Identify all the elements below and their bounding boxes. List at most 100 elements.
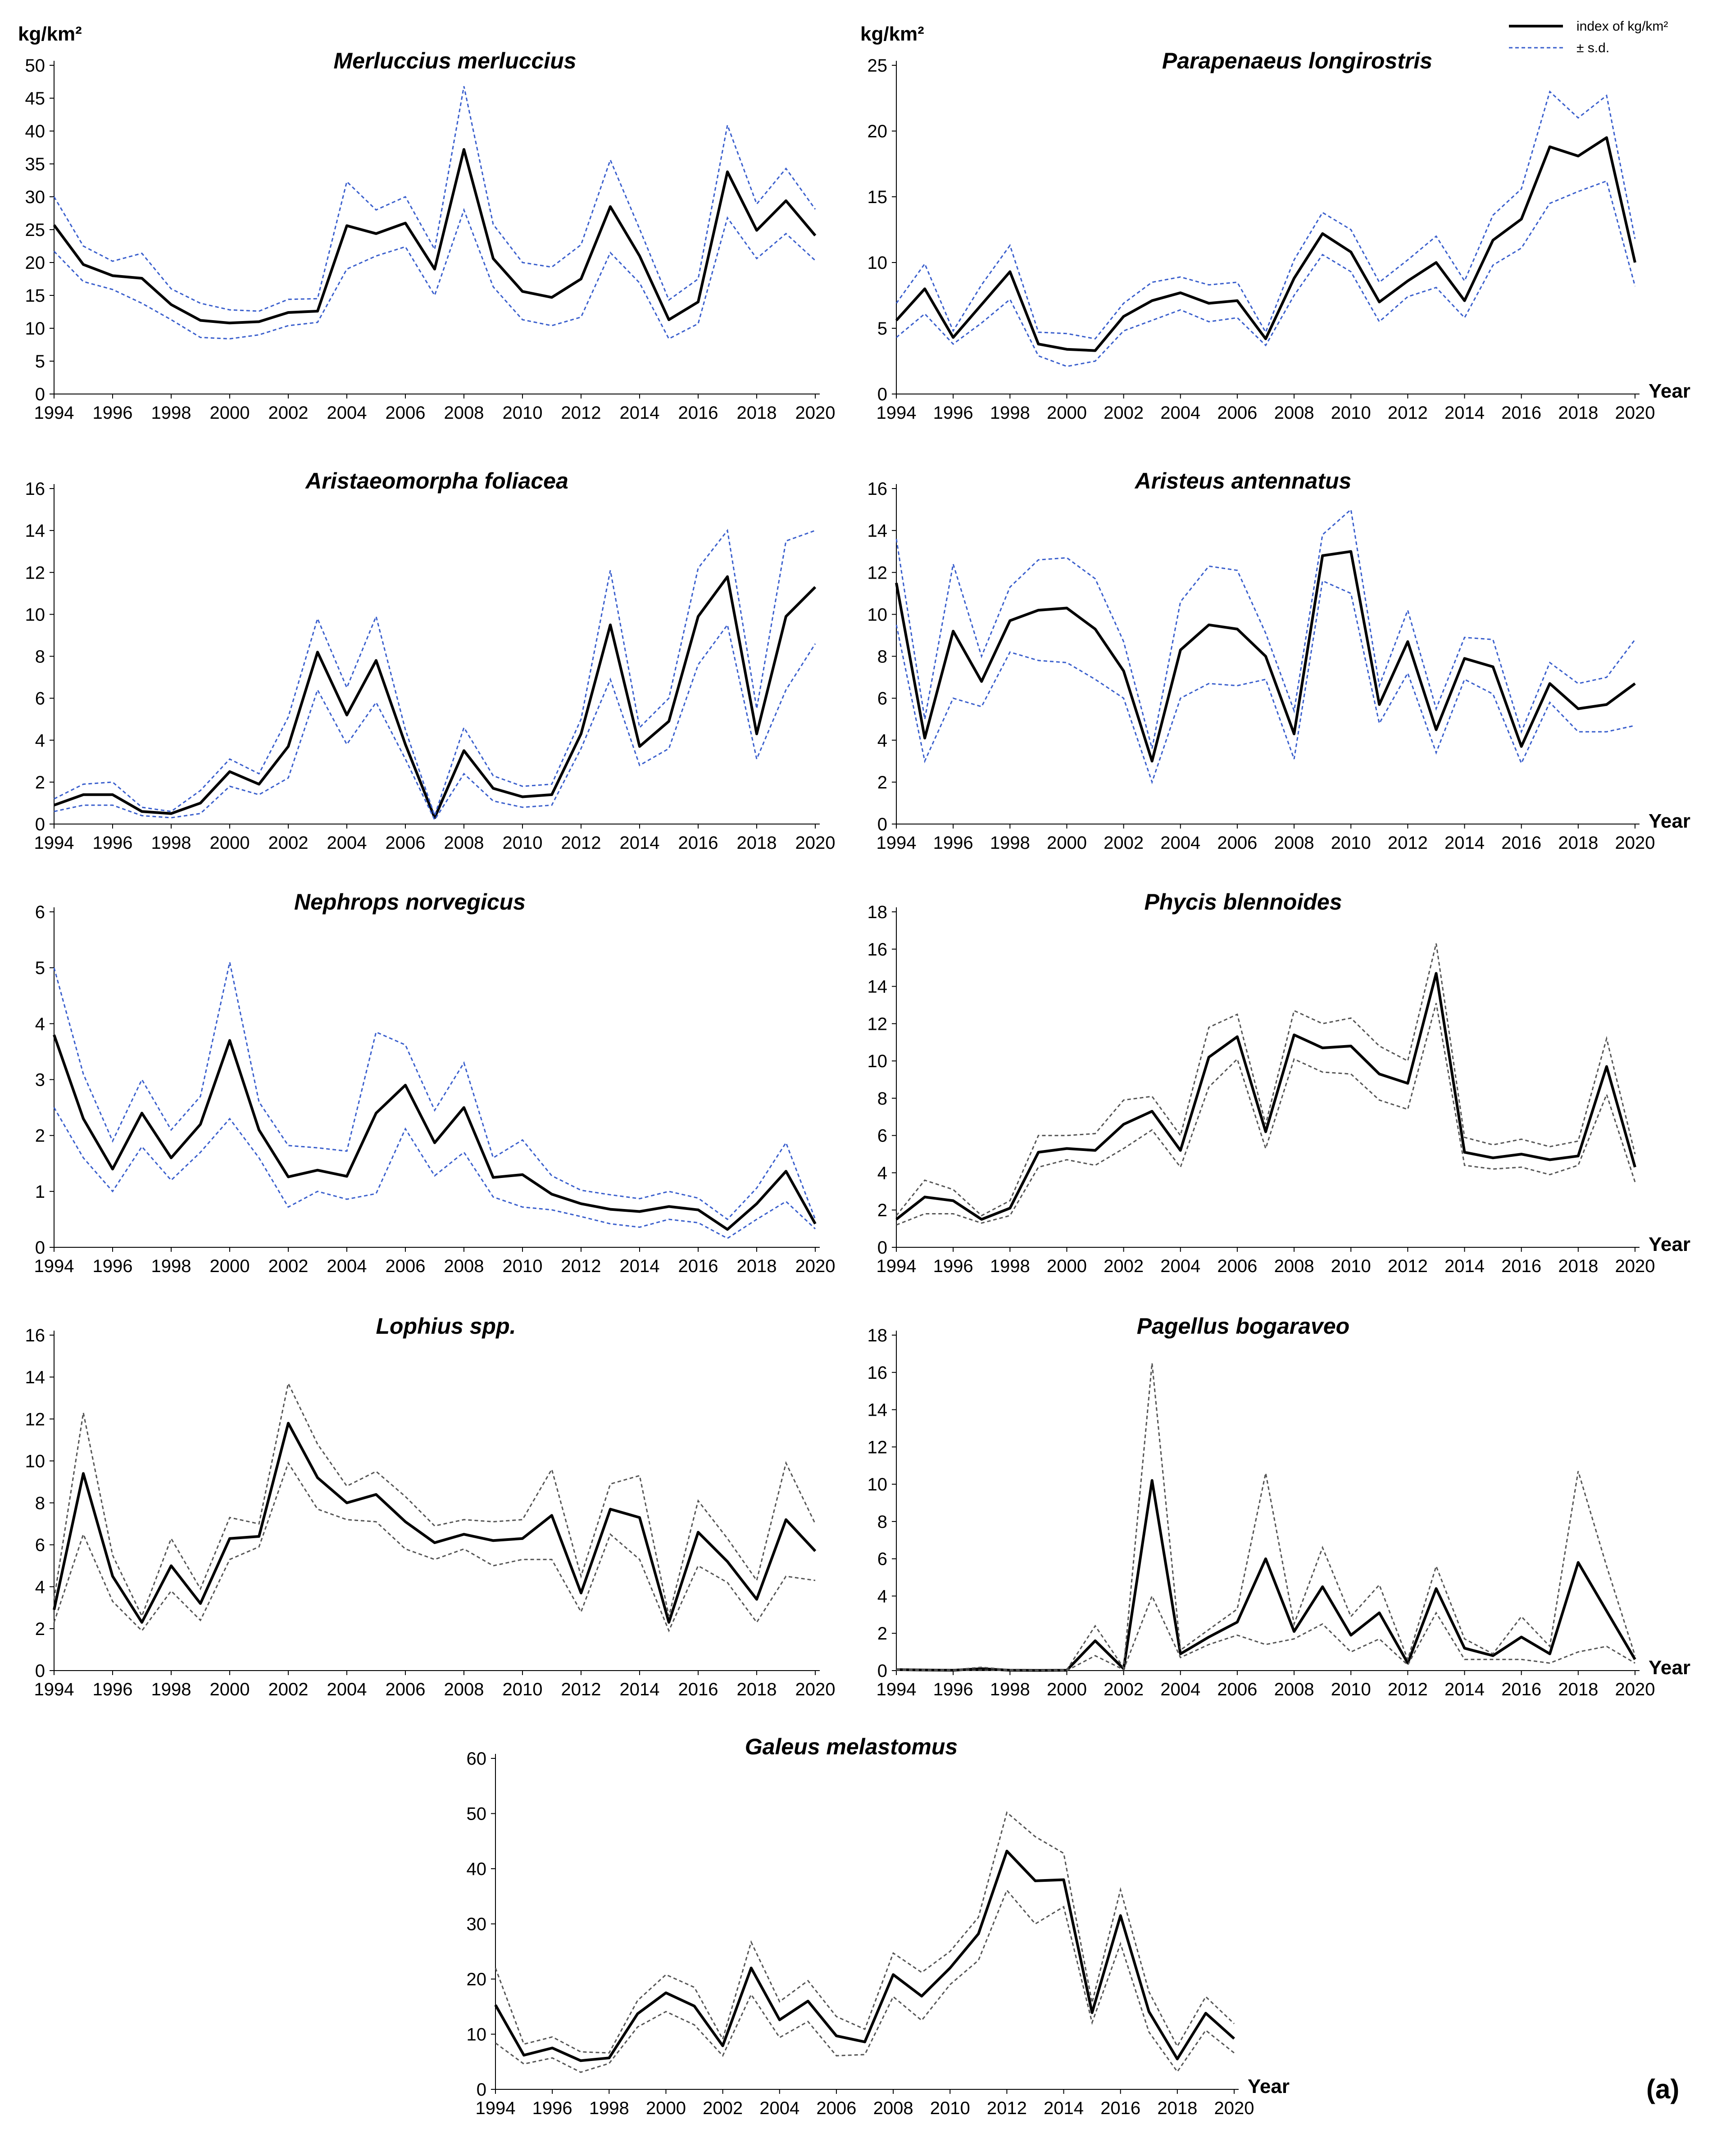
x-tick-label: 1996 bbox=[93, 833, 133, 853]
chart-title: Parapenaeus longirostris bbox=[1162, 48, 1432, 73]
y-tick-label: 10 bbox=[25, 605, 45, 625]
y-tick-label: 0 bbox=[35, 815, 45, 834]
y-tick-label: 2 bbox=[35, 1126, 45, 1146]
series-line-upper-sd bbox=[896, 1363, 1636, 1671]
y-tick-label: 50 bbox=[25, 56, 45, 76]
series-line-index bbox=[53, 1034, 817, 1231]
y-tick-label: 10 bbox=[25, 1451, 45, 1471]
x-tick-label: 2018 bbox=[737, 833, 777, 853]
series-line-lower-sd bbox=[896, 1594, 1635, 1671]
x-tick-label: 2016 bbox=[678, 1256, 718, 1276]
x-tick-label: 2010 bbox=[1331, 1680, 1371, 1699]
x-tick-label: 1994 bbox=[877, 1256, 917, 1276]
y-tick-label: 14 bbox=[868, 977, 888, 997]
chart-9: 0 10 20 30 40 50 60 1994 1996 1998 2000 2002 2004 200… bbox=[467, 1734, 1290, 2118]
x-tick-label: 1996 bbox=[933, 403, 973, 423]
series-line-lower-sd bbox=[495, 1889, 1235, 2073]
series-line-index bbox=[53, 148, 817, 325]
x-tick-label: 2014 bbox=[620, 1256, 660, 1276]
x-tick-label: 2018 bbox=[1558, 833, 1598, 853]
x-tick-label: 2000 bbox=[1047, 1680, 1087, 1699]
y-tick-label: 0 bbox=[877, 1661, 887, 1681]
chart-2: 0 5 10 15 20 25 1994 1996 1998 2000 2002 2004 2006 20… bbox=[860, 23, 1690, 423]
x-tick-label: 2004 bbox=[1160, 1680, 1200, 1699]
y-tick-label: 0 bbox=[35, 385, 45, 404]
y-tick-label: 20 bbox=[467, 1970, 487, 1989]
y-tick-label: 16 bbox=[25, 479, 45, 499]
y-tick-label: 10 bbox=[868, 605, 888, 625]
x-tick-label: 2016 bbox=[1100, 2098, 1140, 2118]
x-tick-label: 2004 bbox=[759, 2098, 799, 2118]
x-tick-label: 2006 bbox=[816, 2098, 856, 2118]
x-tick-label: 2020 bbox=[795, 1680, 836, 1699]
x-tick-label: 2006 bbox=[386, 833, 426, 853]
x-tick-label: 1994 bbox=[34, 403, 74, 423]
x-tick-label: 2012 bbox=[1388, 1256, 1428, 1276]
y-tick-label: 0 bbox=[35, 1238, 45, 1258]
x-tick-label: 2002 bbox=[1104, 403, 1144, 423]
y-tick-label: 4 bbox=[35, 1014, 45, 1034]
x-tick-label: 2020 bbox=[1615, 403, 1655, 423]
y-tick-label: 35 bbox=[25, 154, 45, 174]
x-tick-label: 2002 bbox=[1104, 1256, 1144, 1276]
x-axis-label: Year bbox=[1248, 2075, 1290, 2097]
x-tick-label: 2002 bbox=[268, 1680, 309, 1699]
x-axis-label: Year bbox=[1649, 810, 1690, 832]
x-tick-label: 1998 bbox=[151, 403, 191, 423]
x-tick-label: 2020 bbox=[1615, 833, 1655, 853]
x-tick-label: 2002 bbox=[1104, 1680, 1144, 1699]
chart-title: Lophius spp. bbox=[376, 1314, 516, 1339]
x-tick-label: 2010 bbox=[503, 1680, 543, 1699]
y-tick-label: 6 bbox=[877, 689, 887, 709]
y-tick-label: 25 bbox=[25, 220, 45, 240]
x-tick-label: 1998 bbox=[151, 1680, 191, 1699]
y-tick-label: 4 bbox=[877, 731, 887, 751]
y-tick-label: 45 bbox=[25, 89, 45, 109]
x-tick-label: 2014 bbox=[1444, 403, 1485, 423]
x-tick-label: 2008 bbox=[1274, 1680, 1314, 1699]
y-tick-label: 30 bbox=[467, 1915, 487, 1934]
x-tick-label: 1996 bbox=[93, 403, 133, 423]
y-tick-label: 15 bbox=[25, 286, 45, 306]
y-tick-label: 40 bbox=[25, 122, 45, 141]
x-tick-label: 2008 bbox=[444, 403, 484, 423]
x-tick-label: 2006 bbox=[1217, 1680, 1257, 1699]
x-axis-label: Year bbox=[1649, 1657, 1690, 1679]
series-line-upper-sd bbox=[53, 1381, 816, 1618]
y-tick-label: 6 bbox=[35, 902, 45, 922]
x-tick-label: 2012 bbox=[1388, 403, 1428, 423]
y-tick-label: 10 bbox=[25, 319, 45, 339]
series-line-lower-sd bbox=[54, 623, 816, 821]
x-tick-label: 2016 bbox=[678, 833, 718, 853]
x-tick-label: 1994 bbox=[877, 1680, 917, 1699]
y-tick-label: 14 bbox=[868, 521, 888, 541]
series-line-lower-sd bbox=[896, 1003, 1636, 1226]
series-line-index bbox=[895, 972, 1636, 1221]
x-tick-label: 2004 bbox=[327, 403, 367, 423]
y-tick-label: 20 bbox=[868, 122, 888, 141]
x-tick-label: 2020 bbox=[1214, 2098, 1254, 2118]
x-tick-label: 2014 bbox=[1444, 1680, 1485, 1699]
x-tick-label: 2014 bbox=[1444, 1256, 1485, 1276]
x-tick-label: 2020 bbox=[795, 833, 836, 853]
y-tick-label: 1 bbox=[35, 1182, 45, 1202]
x-tick-label: 1996 bbox=[93, 1256, 133, 1276]
x-tick-label: 2008 bbox=[873, 2098, 913, 2118]
x-tick-label: 1996 bbox=[933, 1256, 973, 1276]
x-tick-label: 2008 bbox=[444, 833, 484, 853]
y-tick-label: 0 bbox=[877, 1238, 887, 1258]
x-tick-label: 1994 bbox=[877, 403, 917, 423]
y-tick-label: 6 bbox=[877, 1126, 887, 1146]
chart-5: 0 1 2 3 4 5 6 1994 1996 1998 2000 2002 2004 2006 2008 2… bbox=[34, 889, 836, 1276]
x-tick-label: 1998 bbox=[990, 1680, 1030, 1699]
y-tick-label: 16 bbox=[868, 479, 888, 499]
x-tick-label: 2002 bbox=[268, 403, 309, 423]
x-tick-label: 2016 bbox=[1501, 833, 1541, 853]
y-tick-label: 2 bbox=[877, 1624, 887, 1644]
x-tick-label: 2004 bbox=[327, 833, 367, 853]
x-axis-label: Year bbox=[1649, 380, 1690, 402]
x-tick-label: 1998 bbox=[990, 403, 1030, 423]
x-tick-label: 2006 bbox=[386, 1680, 426, 1699]
x-tick-label: 2008 bbox=[1274, 403, 1314, 423]
legend: index of kg/km² ± s.d. bbox=[1509, 19, 1668, 55]
